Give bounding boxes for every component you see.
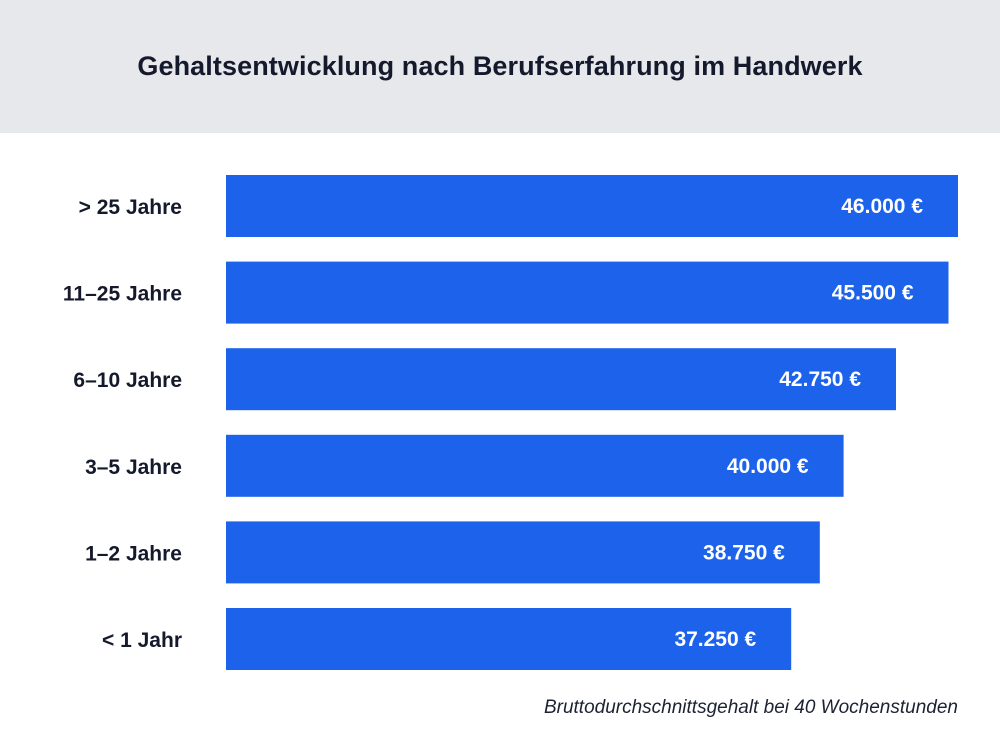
category-label: 11–25 Jahre (63, 283, 182, 306)
value-label: 46.000 € (841, 195, 923, 218)
category-label: > 25 Jahre (79, 196, 182, 219)
value-label: 38.750 € (703, 541, 785, 564)
value-label: 45.500 € (832, 282, 914, 305)
bar-5 (226, 608, 792, 670)
chart-title: Gehaltsentwicklung nach Berufserfahrung … (137, 51, 863, 81)
value-label: 42.750 € (779, 368, 861, 391)
category-label: 3–5 Jahre (85, 456, 182, 479)
category-label: 1–2 Jahre (85, 542, 182, 565)
bar-2 (226, 348, 896, 411)
value-label: 40.000 € (727, 455, 809, 478)
bar-3 (226, 434, 844, 497)
bar-0 (226, 175, 958, 237)
category-label: 6–10 Jahre (73, 369, 182, 392)
value-label: 37.250 € (674, 628, 756, 651)
bar-1 (226, 261, 949, 324)
bar-4 (226, 521, 820, 584)
footnote: Bruttodurchschnittsgehalt bei 40 Wochens… (543, 697, 958, 718)
title-banner: Gehaltsentwicklung nach Berufserfahrung … (0, 0, 1000, 133)
category-label: < 1 Jahr (102, 629, 182, 652)
